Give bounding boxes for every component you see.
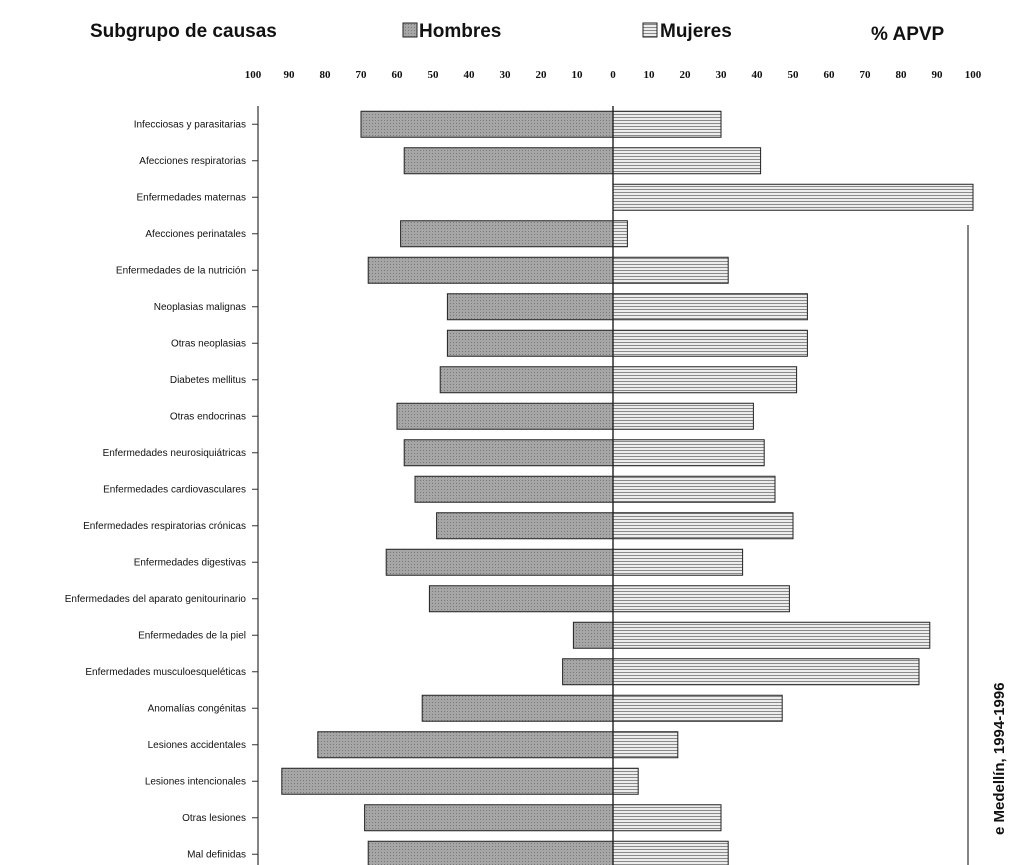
x-tick-label: 10 [644,69,656,81]
bar-women [612,439,765,467]
category-label: Enfermedades neurosiquiátricas [103,448,246,459]
category-labels: Infecciosas y parasitarias Afecciones res… [65,119,247,860]
x-tick-label: 80 [896,69,908,81]
bar-women [612,804,722,832]
category-label: Otras neoplasias [171,338,246,349]
x-tick-label: 20 [536,69,548,81]
legend-label-women: Mujeres [660,21,732,42]
legend-swatch-men [402,22,418,38]
unit-label: % APVP [871,24,945,45]
x-tick-label: 50 [788,69,800,81]
category-label: Enfermedades respiratorias crónicas [83,521,246,532]
subgroup-header: Subgrupo de causas [90,21,277,42]
x-tick-label: 40 [752,69,764,81]
bar-men [281,767,614,795]
category-label: Enfermedades musculoesqueléticas [85,667,246,678]
x-tick-label: 40 [464,69,476,81]
x-tick-label: 30 [500,69,512,81]
bar-men [428,585,614,613]
x-tick-label: 50 [428,69,440,81]
category-label: Enfermedades maternas [136,192,246,203]
category-label: Mal definidas [187,849,246,860]
x-tick-label: 60 [392,69,404,81]
bar-men [421,694,614,722]
bar-men [360,110,614,138]
bar-men [317,731,614,759]
side-caption: e Medellín, 1994-1996 [991,682,1008,835]
x-tick-label: 20 [680,69,692,81]
category-label: Enfermedades del aparato genitourinario [65,594,247,605]
legend-label-men: Hombres [419,21,501,42]
bar-women [612,110,722,138]
bar-women [612,767,639,795]
category-label: Enfermedades de la nutrición [116,265,246,276]
category-label: Lesiones intencionales [145,776,246,787]
category-label: Otras lesiones [182,813,246,824]
bar-women [612,366,798,394]
bar-women [612,220,628,248]
category-label: Enfermedades de la piel [138,630,246,641]
bar-women [612,585,790,613]
x-tick-label: 30 [716,69,728,81]
x-tick-label: 90 [932,69,944,81]
bar-women [612,731,679,759]
x-tick-label: 90 [284,69,296,81]
x-tick-label: 80 [320,69,332,81]
category-label: Lesiones accidentales [148,740,246,751]
bar-women [612,694,783,722]
category-label: Otras endocrinas [170,411,246,422]
bar-women [612,293,808,321]
bar-men [414,475,614,503]
bar-men [446,329,614,357]
bar-men [367,840,614,865]
bar-men [436,512,614,540]
bar-men [367,256,614,284]
bar-women [612,512,794,540]
x-tick-label: 100 [965,69,982,81]
x-tick-label: 100 [245,69,262,81]
category-label: Diabetes mellitus [170,375,246,386]
bar-men [400,220,614,248]
legend-swatch-women [642,22,658,38]
category-label: Enfermedades digestivas [134,557,246,568]
x-tick-label: 10 [572,69,584,81]
bar-women [612,183,974,211]
x-tick-label: 70 [356,69,368,81]
bars [281,106,974,865]
bar-women [612,658,920,686]
x-tick-label: 70 [860,69,872,81]
bar-women [612,548,744,576]
category-label: Anomalías congénitas [148,703,246,714]
bar-men [364,804,614,832]
category-label: Afecciones respiratorias [139,156,246,167]
x-tick-label: 0 [610,69,616,81]
bar-women [612,475,776,503]
bar-men [572,621,614,649]
bar-men [385,548,614,576]
grid-layer [252,106,969,865]
bar-men [439,366,614,394]
bar-men [403,439,614,467]
bar-women [612,621,931,649]
category-label: Afecciones perinatales [145,229,246,240]
category-label: Neoplasias malignas [154,302,246,313]
bar-women [612,840,729,865]
x-axis-ticks: 100 90 80 70 60 50 40 30 20 10 0 10 20 30 40 50 60 70 80 90… [245,69,982,81]
x-tick-label: 60 [824,69,836,81]
bar-women [612,329,808,357]
bar-women [612,402,754,430]
bar-women [612,256,729,284]
bar-women [612,147,762,175]
chart-header: Subgrupo de causas Hombres Mujeres % APV… [90,21,945,45]
category-label: Infecciosas y parasitarias [134,119,246,130]
bar-men [562,658,614,686]
category-label: Enfermedades cardiovasculares [103,484,246,495]
bar-men [446,293,614,321]
bar-men [403,147,614,175]
bar-men [396,402,614,430]
